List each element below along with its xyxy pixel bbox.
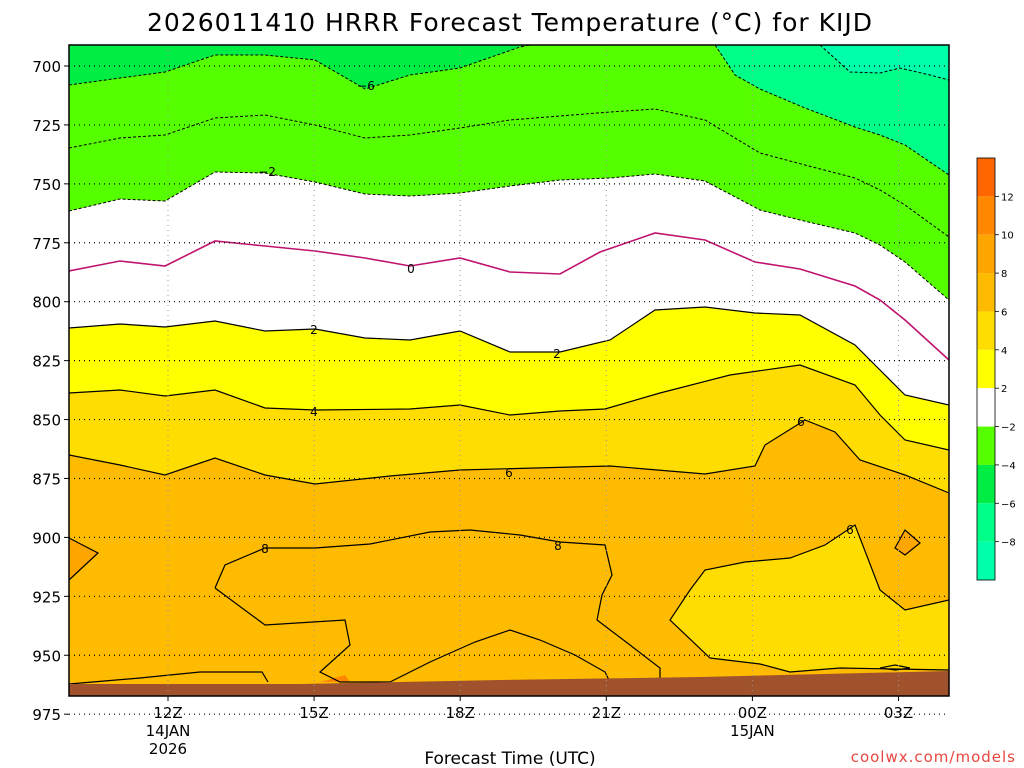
colorbar-label: 8 xyxy=(1001,269,1007,280)
colorbar-swatch xyxy=(977,503,995,542)
x-tick-date: 15JAN xyxy=(730,722,775,740)
y-tick-label: 975 xyxy=(32,706,61,724)
contour-label: −2 xyxy=(258,165,276,179)
colorbar-swatch xyxy=(977,273,995,312)
band-6-8 xyxy=(69,420,949,696)
contour-4 xyxy=(69,364,949,451)
y-tick-label: 725 xyxy=(32,117,61,135)
band-10-12-low xyxy=(320,675,350,682)
contour-label: 6 xyxy=(846,523,854,537)
colorbar-frame xyxy=(976,157,996,581)
y-tick-label: 825 xyxy=(32,353,61,371)
contour-minus8 xyxy=(819,45,949,81)
colorbar-swatch xyxy=(977,349,995,389)
x-tick-year: 2026 xyxy=(149,740,187,758)
contour-label: 8 xyxy=(554,539,562,553)
colorbar-swatch xyxy=(977,158,995,197)
colorbar-label: 2 xyxy=(1001,384,1007,395)
colorbar-label: −6 xyxy=(1001,499,1016,510)
colorbar-swatch xyxy=(977,234,995,274)
warm-pocket-left xyxy=(69,538,98,580)
colorbar-label: 10 xyxy=(1001,231,1014,242)
grid xyxy=(69,45,949,715)
contour-label: 0 xyxy=(407,262,415,276)
contour-fill-layer xyxy=(69,45,949,696)
y-tick-label: 800 xyxy=(32,294,61,312)
band-minus6-minus4-top xyxy=(69,45,530,89)
colorbar: 12 10 8 6 4 2 −2 −4 −6 −8 xyxy=(976,157,1016,581)
y-tick-label: 750 xyxy=(32,176,61,194)
x-tick-label: 15Z xyxy=(299,704,328,722)
colorbar-swatch xyxy=(977,388,995,427)
contour-label: 4 xyxy=(310,405,318,419)
colorbar-label: 6 xyxy=(1001,307,1007,318)
contour-label: 2 xyxy=(310,323,318,337)
band-minus4-minus2 xyxy=(69,109,949,300)
contour-label: 2 xyxy=(553,347,561,361)
x-tick-label: 18Z xyxy=(446,704,475,722)
plot-frame xyxy=(68,44,950,697)
contour-6-south xyxy=(669,524,949,673)
contour-label: 8 xyxy=(261,542,269,556)
contour-minus6 xyxy=(69,45,949,176)
y-tick-label: 900 xyxy=(32,529,61,547)
x-tick-label: 12Z xyxy=(153,704,182,722)
colorbar-label: 12 xyxy=(1001,192,1014,203)
y-tick-label: 700 xyxy=(32,58,61,76)
x-tick-date: 14JAN xyxy=(146,722,191,740)
contour-lines xyxy=(69,45,949,685)
terrain-ground xyxy=(69,671,949,696)
band-minus8-minus6-top xyxy=(715,45,949,175)
contour-10 xyxy=(389,629,611,683)
colorbar-swatch xyxy=(977,464,995,504)
colorbar-label: −2 xyxy=(1001,423,1016,434)
colorbar-swatch xyxy=(977,196,995,235)
y-tick-label: 925 xyxy=(32,588,61,606)
colorbar-swatch xyxy=(977,541,995,580)
warm-pocket-7 xyxy=(895,530,920,555)
y-tick-label: 950 xyxy=(32,647,61,665)
contour-label: 6 xyxy=(797,415,805,429)
x-axis-label: Forecast Time (UTC) xyxy=(424,749,595,768)
y-tick-label: 875 xyxy=(32,470,61,488)
colorbar-swatch xyxy=(977,311,995,350)
x-tick-label: 03Z xyxy=(884,704,913,722)
contour-2 xyxy=(69,306,949,406)
contour-8-left xyxy=(69,537,100,581)
colorbar-label: −4 xyxy=(1001,461,1016,472)
colorbar-swatch xyxy=(977,426,995,465)
contour-8-bottom xyxy=(69,671,269,685)
contour-8 xyxy=(214,529,661,683)
contour-label: 6 xyxy=(505,466,513,480)
contour-0 xyxy=(69,232,949,361)
colorbar-label: −8 xyxy=(1001,538,1016,549)
y-tick-label: 775 xyxy=(32,235,61,253)
y-tick-label: 850 xyxy=(32,412,61,430)
contour-6-bottom-e xyxy=(879,664,911,671)
band-minus4-minus2-top xyxy=(69,45,949,237)
contour-labels: −6 −2 0 2 2 4 6 6 6 8 8 xyxy=(258,79,854,556)
contour-label: −6 xyxy=(357,79,375,93)
band-2-4 xyxy=(69,307,949,450)
contour-8-east-pocket xyxy=(894,529,921,556)
contour-6 xyxy=(69,419,949,494)
band-minus2-2 xyxy=(69,172,949,405)
credit-text[interactable]: coolwx.com/models xyxy=(851,748,1016,766)
x-tick-label: 00Z xyxy=(738,704,767,722)
band-minus10-minus8-top xyxy=(820,45,949,80)
band-4-6 xyxy=(69,365,949,672)
colorbar-label: 4 xyxy=(1001,346,1007,357)
chart-title: 2026011410 HRRR Forecast Temperature (°C… xyxy=(147,8,873,37)
y-axis: 700 725 750 775 800 825 850 875 900 925 950 975 xyxy=(32,58,69,724)
x-tick-label: 21Z xyxy=(592,704,621,722)
